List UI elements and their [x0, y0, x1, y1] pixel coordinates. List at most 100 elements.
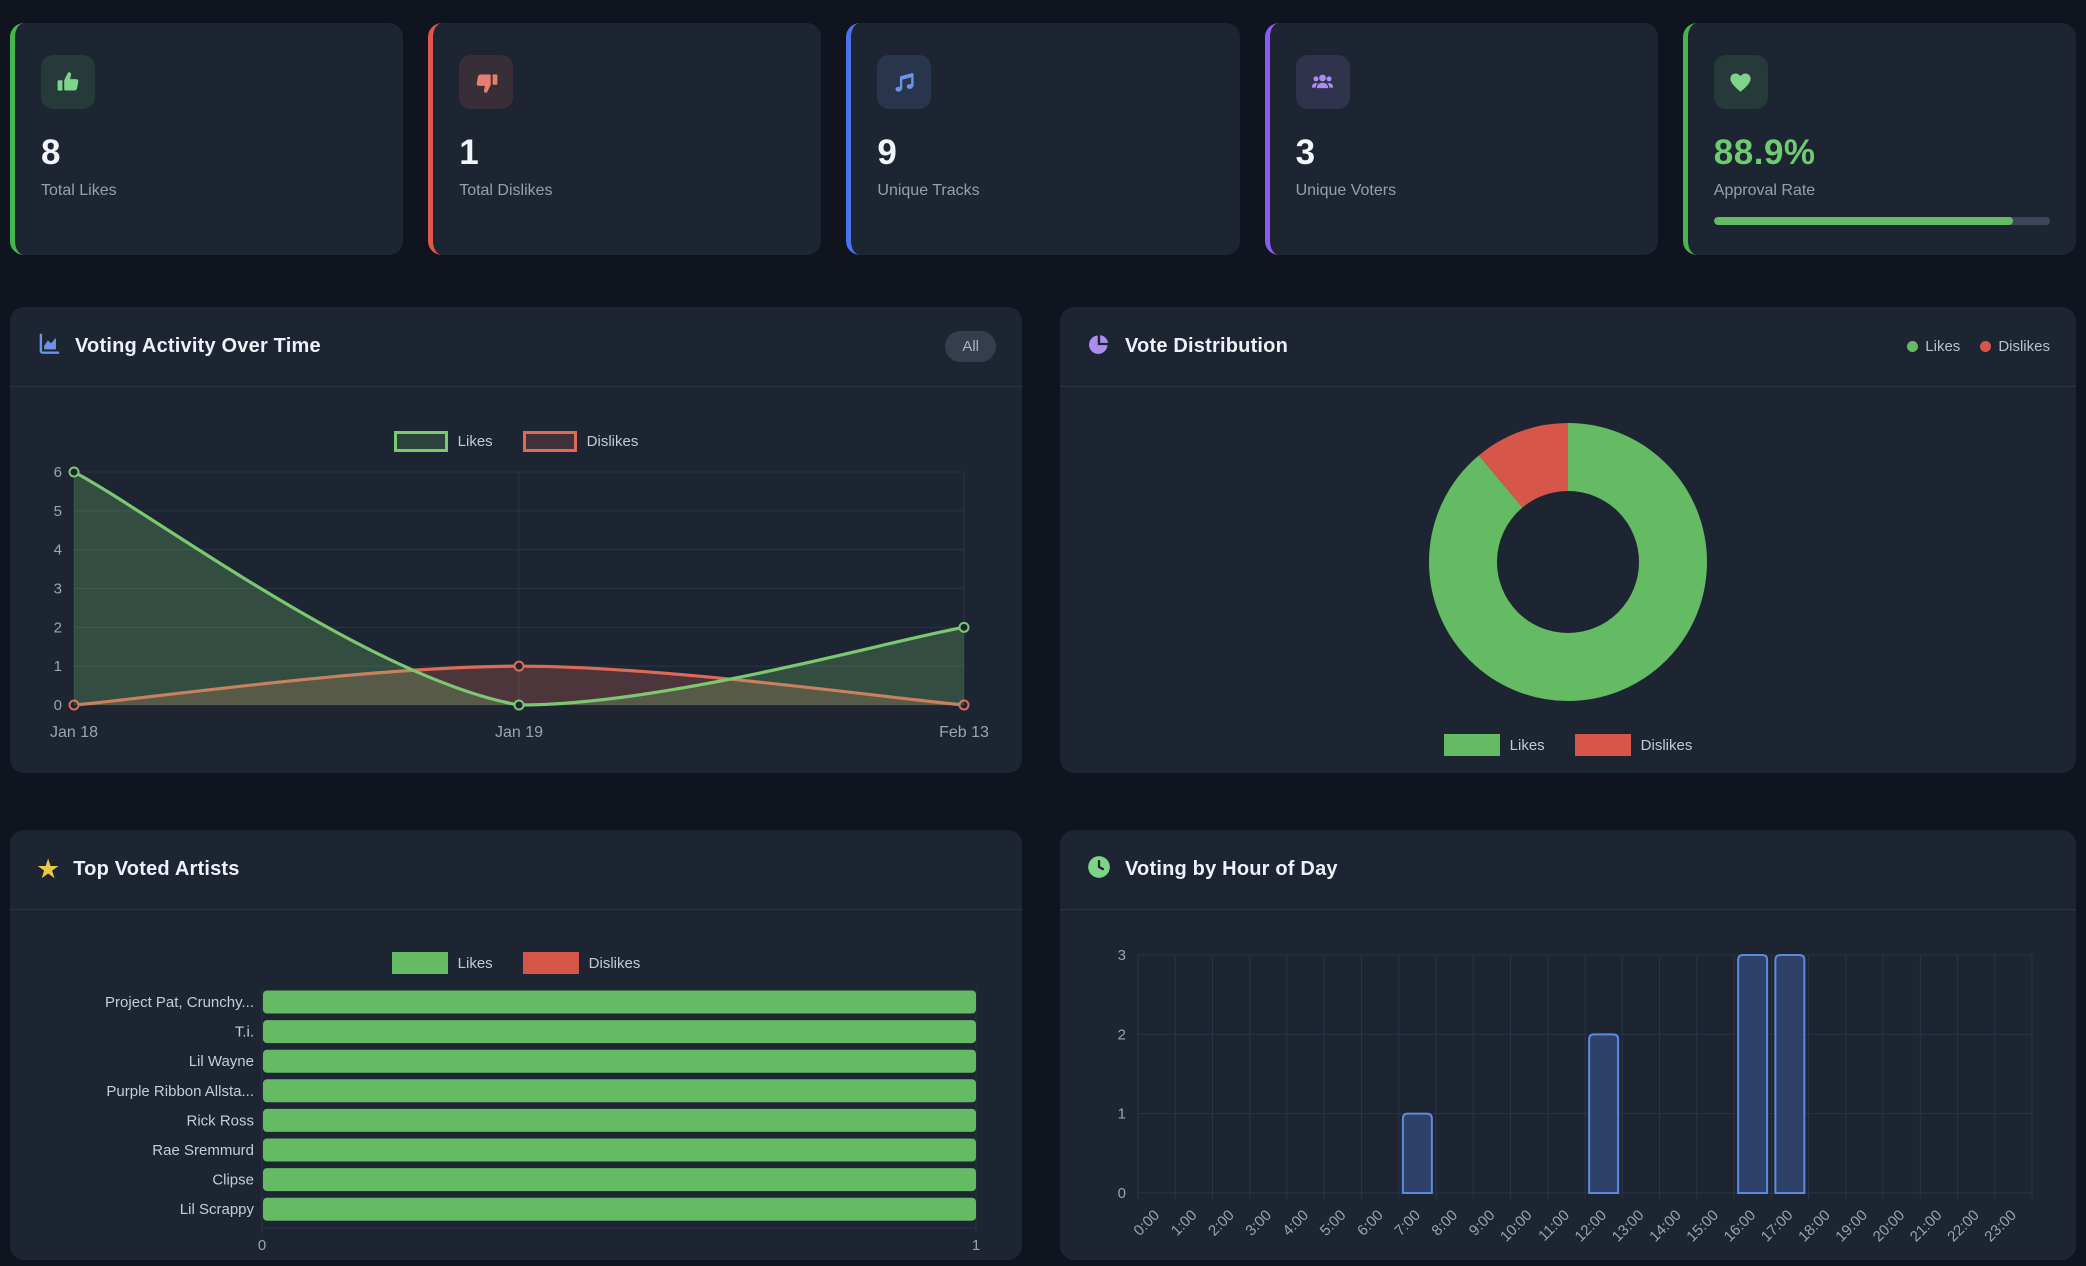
y-axis-tick-label: 5 — [54, 503, 62, 520]
legend-label: Likes — [457, 954, 493, 972]
category-label: Purple Ribbon Allsta... — [106, 1083, 254, 1100]
stat-value: 88.9% — [1713, 133, 1816, 172]
distribution-header-legend: Likes Dislikes — [1907, 338, 2050, 355]
area-chart-icon — [36, 331, 62, 362]
vbar-chart-svg: 0 1 2 3 0:00 1:00 2:00 3:00 4:00 5:00 6:00 7:00 8:00… — [1118, 947, 2033, 1246]
y-axis-tick-label: 3 — [54, 581, 62, 598]
top-voted-artists-bar-chart: 0 1 Project Pat, Crunchy... T.i. Lil Wayne Pu… — [36, 984, 996, 1259]
panel-title: Voting by Hour of Day — [1125, 858, 1338, 880]
bar-hour-17:00 — [1774, 954, 1806, 1194]
y-axis-tick-label: 2 — [54, 619, 62, 636]
stat-value: 9 — [877, 133, 898, 172]
bar-likes — [263, 990, 976, 1014]
legend-label: Dislikes — [1640, 736, 1693, 754]
legend-item-likes[interactable]: Likes — [393, 431, 493, 452]
x-axis-tick-label: 0:00 — [1130, 1207, 1163, 1240]
panel-body: 0 1 2 3 0:00 1:00 2:00 3:00 4:00 5:00 6:00 7:00 8:00… — [1060, 910, 2076, 1265]
y-axis-tick-label: 0 — [54, 697, 62, 714]
x-axis-tick-label: Jan 19 — [495, 724, 543, 741]
approval-progress-track — [1713, 217, 2050, 225]
legend-label: Likes — [1925, 338, 1961, 355]
artists-chart-legend: Likes Dislikes — [36, 952, 996, 974]
stat-card-total-dislikes: 1 Total Dislikes — [428, 23, 822, 255]
legend-swatch — [393, 431, 448, 452]
legend-item-likes[interactable]: Likes — [1907, 338, 1960, 355]
thumbs-down-icon — [459, 55, 514, 109]
stat-label: Approval Rate — [1713, 182, 1816, 199]
activity-chart-legend: Likes Dislikes — [36, 431, 996, 452]
x-axis-tick-label: 1:00 — [1168, 1207, 1201, 1240]
legend-item-likes[interactable]: Likes — [1443, 734, 1545, 756]
x-axis-tick-label: 1 — [972, 1237, 980, 1254]
bar-hour-16:00 — [1737, 954, 1769, 1194]
x-axis-tick-label: 18:00 — [1795, 1207, 1834, 1246]
x-axis-tick-label: 15:00 — [1683, 1207, 1722, 1246]
legend-swatch — [522, 431, 577, 452]
stat-card-total-likes: 8 Total Likes — [10, 23, 404, 255]
clock-icon — [1086, 854, 1112, 885]
stat-label: Unique Voters — [1295, 182, 1397, 199]
stat-card-unique-tracks: 9 Unique Tracks — [846, 23, 1240, 255]
panel-title: Top Voted Artists — [73, 858, 240, 880]
x-axis-tick-label: 14:00 — [1646, 1207, 1685, 1246]
x-axis-tick-label: 9:00 — [1466, 1207, 1499, 1240]
data-point-dislikes — [513, 660, 525, 672]
hbar-chart-svg: 0 1 Project Pat, Crunchy... T.i. Lil Wayne Pu… — [105, 987, 980, 1254]
panel-title: Voting Activity Over Time — [75, 335, 321, 357]
y-axis-tick-label: 1 — [54, 658, 62, 675]
bar-likes — [263, 1168, 976, 1192]
bar-hour-12:00 — [1588, 1033, 1620, 1194]
bar-likes — [263, 1079, 976, 1103]
legend-item-dislikes[interactable]: Dislikes — [522, 952, 640, 974]
legend-item-dislikes[interactable]: Dislikes — [1574, 734, 1693, 756]
x-axis-tick-label: 2:00 — [1205, 1207, 1238, 1240]
legend-label: Dislikes — [586, 433, 639, 450]
vote-distribution-panel: Vote Distribution Likes Dislikes Likes Dis… — [1060, 307, 2076, 773]
top-voted-artists-panel: ★ Top Voted Artists Likes Dislikes 0 1 Proj… — [10, 830, 1022, 1260]
x-axis-tick-label: 8:00 — [1428, 1207, 1461, 1240]
bar-likes — [263, 1108, 976, 1132]
y-axis-tick-label: 2 — [1118, 1026, 1126, 1043]
data-point-likes — [68, 466, 80, 478]
x-axis-tick-label: 12:00 — [1572, 1207, 1611, 1246]
data-point-likes — [513, 699, 525, 711]
music-note-icon — [877, 55, 932, 109]
category-label: T.i. — [235, 1024, 254, 1041]
x-axis-tick-label: 6:00 — [1354, 1207, 1387, 1240]
time-filter-all-button[interactable]: All — [945, 331, 996, 362]
data-point-likes — [958, 621, 970, 633]
x-axis-tick-label: 0 — [258, 1237, 266, 1254]
legend-item-dislikes[interactable]: Dislikes — [522, 431, 639, 452]
x-axis-tick-label: 7:00 — [1391, 1207, 1424, 1240]
category-label: Rae Sremmurd — [152, 1142, 254, 1159]
vote-distribution-donut-chart — [1423, 417, 1713, 712]
voting-activity-panel: Voting Activity Over Time All Likes Disli… — [10, 307, 1022, 773]
legend-item-likes[interactable]: Likes — [391, 952, 493, 974]
voting-by-hour-bar-chart: 0 1 2 3 0:00 1:00 2:00 3:00 4:00 5:00 6:00 7:00 8:00… — [1086, 910, 2050, 1265]
x-axis-tick-label: Jan 18 — [50, 724, 98, 741]
x-axis-tick-label: Feb 13 — [939, 724, 989, 741]
category-label: Lil Scrappy — [180, 1201, 255, 1218]
legend-item-dislikes[interactable]: Dislikes — [1980, 338, 2050, 355]
panel-body: Likes Dislikes 0 1 2 3 4 5 6 Jan 18 Jan 19 Feb 13 — [10, 431, 1022, 750]
stat-label: Total Dislikes — [459, 182, 553, 199]
legend-swatch — [391, 952, 448, 974]
pie-chart-icon — [1086, 331, 1112, 362]
stat-label: Total Likes — [41, 182, 117, 199]
heart-icon — [1713, 55, 1768, 109]
panel-body: Likes Dislikes — [1060, 387, 2076, 756]
panel-body: Likes Dislikes 0 1 Project Pat, Crunchy... T… — [10, 952, 1022, 1259]
users-icon — [1295, 55, 1350, 109]
line-chart-svg: 0 1 2 3 4 5 6 Jan 18 Jan 19 Feb 13 — [50, 464, 989, 741]
data-point-dislikes — [68, 699, 80, 711]
donut-slice-dislikes — [1429, 423, 1707, 701]
x-axis-tick-label: 21:00 — [1907, 1207, 1946, 1246]
legend-label: Likes — [457, 433, 493, 450]
bar-likes — [263, 1049, 976, 1073]
legend-swatch — [522, 952, 579, 974]
legend-swatch — [1980, 341, 1992, 352]
panel-header: Voting by Hour of Day — [1060, 830, 2076, 910]
legend-swatch — [1907, 341, 1919, 352]
y-axis-tick-label: 0 — [1118, 1185, 1126, 1202]
stat-value: 1 — [459, 133, 480, 172]
